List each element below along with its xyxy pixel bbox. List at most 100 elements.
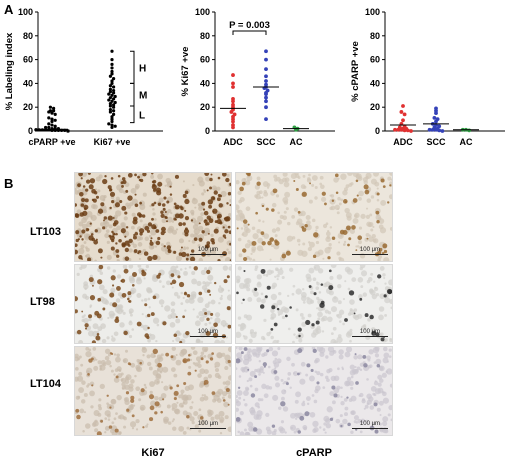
stained-nucleus [315, 320, 320, 325]
stained-nucleus [254, 375, 258, 379]
data-point [112, 112, 116, 116]
cell-nucleus [360, 270, 368, 277]
stained-nucleus [174, 174, 180, 179]
stained-nucleus [324, 202, 327, 206]
stained-nucleus [217, 176, 221, 180]
cell-nucleus [201, 192, 205, 196]
stained-nucleus [120, 278, 126, 283]
cell-nucleus [294, 417, 298, 420]
cell-nucleus [220, 288, 225, 292]
cell-nucleus [113, 373, 116, 376]
data-point [110, 93, 114, 97]
cell-nucleus [365, 214, 371, 219]
cell-nucleus [261, 196, 264, 199]
cell-nucleus [328, 242, 332, 247]
y-tick-label: 100 [18, 7, 33, 17]
cell-nucleus [171, 286, 174, 289]
stained-nucleus [320, 283, 324, 286]
stained-nucleus [88, 314, 93, 319]
cell-nucleus [291, 362, 295, 367]
data-point [47, 122, 51, 126]
cell-nucleus [86, 384, 89, 388]
data-point [430, 127, 435, 132]
cell-nucleus [316, 296, 320, 301]
stained-nucleus [236, 417, 241, 422]
cell-nucleus [78, 355, 82, 359]
y-axis-label: % Labeling index [4, 32, 15, 110]
stained-nucleus [160, 231, 165, 236]
cell-nucleus [130, 225, 135, 230]
cell-nucleus [135, 278, 143, 285]
stained-nucleus [347, 422, 351, 427]
cell-nucleus [120, 372, 124, 376]
cell-nucleus [115, 210, 122, 217]
scale-bar-lt104-ki67: 100 μm [190, 421, 226, 429]
cell-nucleus [336, 314, 339, 317]
cell-nucleus [76, 209, 82, 214]
cell-nucleus [152, 207, 155, 211]
cell-nucleus [351, 277, 357, 282]
cell-nucleus [287, 377, 291, 381]
stained-nucleus [164, 211, 167, 214]
data-point [108, 104, 112, 108]
stained-nucleus [226, 275, 230, 279]
cell-nucleus [260, 292, 264, 296]
data-point [112, 91, 116, 95]
stained-nucleus [206, 269, 211, 275]
cell-nucleus [190, 347, 196, 350]
cell-nucleus [130, 362, 136, 368]
cell-nucleus [338, 349, 344, 355]
cell-nucleus [178, 394, 182, 399]
stained-nucleus [81, 310, 84, 313]
stained-nucleus [97, 248, 103, 254]
stained-nucleus [150, 312, 155, 316]
stained-nucleus [334, 173, 339, 178]
cell-nucleus [350, 386, 354, 390]
scale-bar-lt98-ki67: 100 μm [190, 329, 226, 337]
cell-nucleus [154, 395, 159, 401]
stained-nucleus [369, 314, 374, 320]
cell-nucleus [192, 350, 198, 356]
cell-nucleus [236, 275, 241, 281]
stained-nucleus [271, 208, 275, 212]
cell-nucleus [198, 429, 202, 433]
cell-nucleus [326, 378, 330, 383]
cell-nucleus [167, 421, 172, 425]
stained-nucleus [213, 190, 218, 195]
cell-nucleus [276, 339, 280, 343]
stained-nucleus [163, 196, 167, 200]
stained-nucleus [356, 194, 359, 197]
cell-nucleus [271, 282, 278, 288]
cell-nucleus [239, 326, 244, 332]
stained-nucleus [308, 285, 312, 288]
cell-nucleus [131, 198, 138, 205]
cell-nucleus [107, 413, 111, 418]
stained-nucleus [97, 208, 104, 214]
cell-nucleus [305, 273, 312, 280]
cell-nucleus [388, 404, 392, 411]
cell-nucleus [242, 398, 246, 402]
cell-nucleus [236, 352, 243, 359]
cell-nucleus [145, 424, 148, 428]
cell-nucleus [358, 246, 362, 250]
data-point [401, 118, 405, 123]
data-point [110, 119, 114, 124]
cell-nucleus [342, 243, 346, 246]
stained-nucleus [297, 372, 300, 376]
cell-nucleus [160, 353, 164, 357]
cell-nucleus [198, 180, 205, 187]
stained-nucleus [236, 358, 241, 364]
cell-nucleus [188, 384, 194, 391]
data-point [50, 117, 54, 121]
cell-nucleus [78, 248, 85, 255]
micrograph-lt98-ki67 [74, 264, 232, 344]
stained-nucleus [121, 242, 126, 247]
cell-nucleus [124, 384, 130, 390]
stained-nucleus [128, 238, 133, 244]
cell-nucleus [330, 265, 337, 269]
cell-nucleus [199, 419, 206, 426]
cell-nucleus [148, 243, 155, 250]
cell-nucleus [101, 338, 107, 343]
cell-nucleus [244, 282, 250, 289]
cell-nucleus [236, 390, 243, 396]
